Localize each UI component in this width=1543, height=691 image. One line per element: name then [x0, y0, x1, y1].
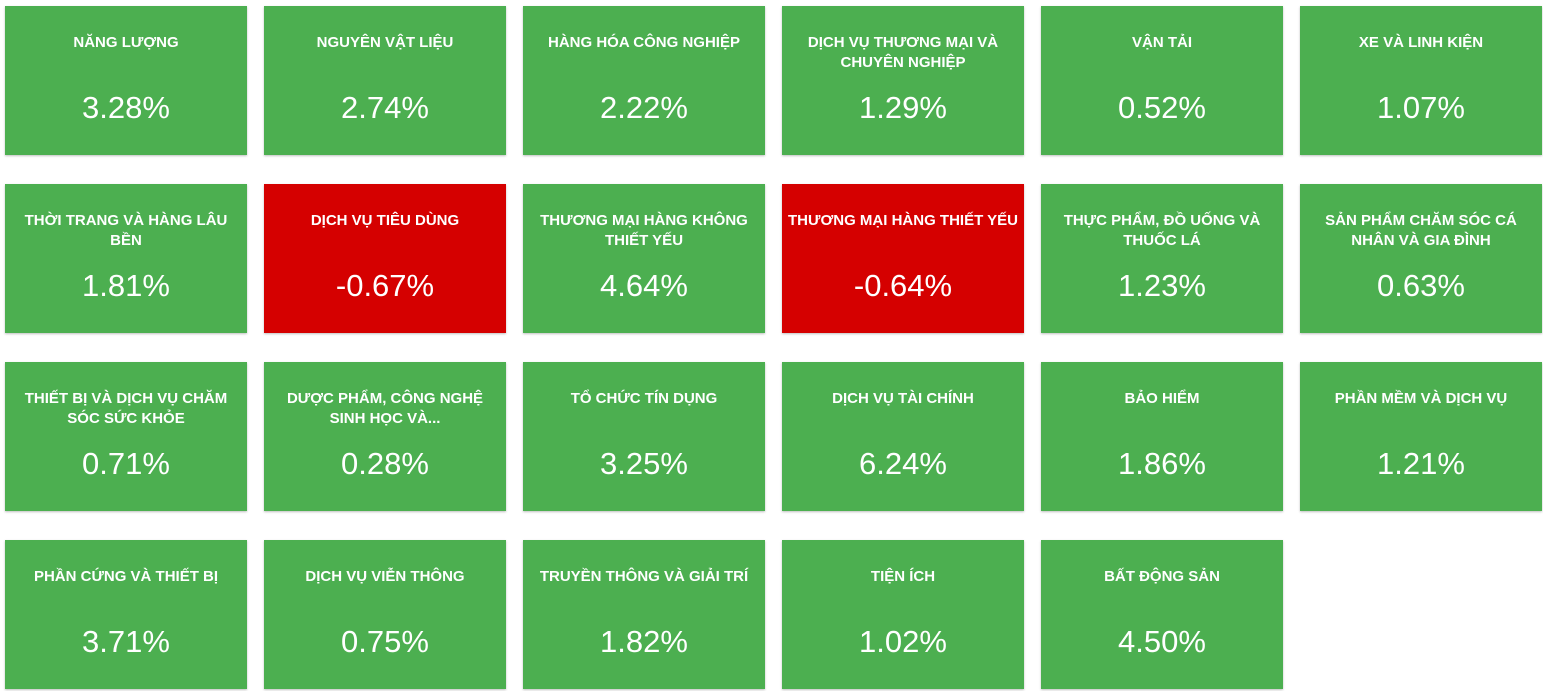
sector-label: NGUYÊN VẬT LIỆU	[316, 34, 454, 51]
sector-change: 0.75%	[341, 624, 429, 659]
sector-label: SẢN PHẨM CHĂM SÓC CÁ NHÂN VÀ GIA ĐÌNH	[1325, 212, 1517, 249]
sector-change: 1.81%	[82, 268, 170, 303]
sector-change: 3.25%	[600, 446, 688, 481]
sector-label: THƯƠNG MẠI HÀNG THIẾT YẾU	[788, 212, 1018, 229]
sector-change: 6.24%	[859, 446, 947, 481]
sector-tile[interactable]: DƯỢC PHẨM, CÔNG NGHỆ SINH HỌC VÀ... 0.28%	[264, 362, 506, 511]
sector-tile[interactable]: PHẦN CỨNG VÀ THIẾT BỊ 3.71%	[5, 540, 247, 689]
sector-label: THIẾT BỊ VÀ DỊCH VỤ CHĂM SÓC SỨC KHỎE	[24, 390, 228, 427]
sector-change: 3.71%	[82, 624, 170, 659]
sector-tile[interactable]: NĂNG LƯỢNG 3.28%	[5, 6, 247, 155]
sector-label: BẤT ĐỘNG SẢN	[1104, 568, 1220, 585]
sector-tile[interactable]: VẬN TẢI 0.52%	[1041, 6, 1283, 155]
sector-tile[interactable]: DỊCH VỤ VIỄN THÔNG 0.75%	[264, 540, 506, 689]
sector-label: VẬN TẢI	[1132, 34, 1192, 51]
sector-label: DỊCH VỤ TIÊU DÙNG	[310, 212, 460, 229]
sector-label: TIỆN ÍCH	[870, 568, 936, 585]
sector-change: 4.50%	[1118, 624, 1206, 659]
sector-change: 2.22%	[600, 90, 688, 125]
sector-tile[interactable]: THIẾT BỊ VÀ DỊCH VỤ CHĂM SÓC SỨC KHỎE 0.7…	[5, 362, 247, 511]
sector-tile[interactable]: THƯƠNG MẠI HÀNG KHÔNG THIẾT YẾU 4.64%	[523, 184, 765, 333]
sector-label: BẢO HIỂM	[1124, 390, 1200, 407]
sector-change: 1.02%	[859, 624, 947, 659]
sector-change: 1.07%	[1377, 90, 1465, 125]
sector-change: -0.64%	[853, 268, 953, 303]
sector-label: THỜI TRANG VÀ HÀNG LÂU BỀN	[24, 212, 228, 249]
sector-label: TRUYỀN THÔNG VÀ GIẢI TRÍ	[539, 568, 749, 585]
sector-label: HÀNG HÓA CÔNG NGHIỆP	[548, 34, 740, 51]
sector-tile[interactable]: THỜI TRANG VÀ HÀNG LÂU BỀN 1.81%	[5, 184, 247, 333]
sector-change: 1.21%	[1377, 446, 1465, 481]
sector-change: 2.74%	[341, 90, 429, 125]
sector-tile[interactable]: PHẦN MỀM VÀ DỊCH VỤ 1.21%	[1300, 362, 1542, 511]
sector-tile[interactable]: DỊCH VỤ THƯƠNG MẠI VÀ CHUYÊN NGHIỆP 1.29%	[782, 6, 1024, 155]
sector-label: TỔ CHỨC TÍN DỤNG	[570, 390, 718, 407]
sector-change: -0.67%	[335, 268, 435, 303]
sector-tile[interactable]: SẢN PHẨM CHĂM SÓC CÁ NHÂN VÀ GIA ĐÌNH 0.6…	[1300, 184, 1542, 333]
sector-tile[interactable]: DỊCH VỤ TIÊU DÙNG -0.67%	[264, 184, 506, 333]
sector-tile[interactable]: XE VÀ LINH KIỆN 1.07%	[1300, 6, 1542, 155]
sector-label: DỊCH VỤ TÀI CHÍNH	[832, 390, 974, 407]
sector-label: DỊCH VỤ VIỄN THÔNG	[305, 568, 465, 585]
sector-label: XE VÀ LINH KIỆN	[1358, 34, 1484, 51]
sector-change: 0.63%	[1377, 268, 1465, 303]
sector-tile[interactable]: TIỆN ÍCH 1.02%	[782, 540, 1024, 689]
sector-label: PHẦN CỨNG VÀ THIẾT BỊ	[33, 568, 219, 585]
sector-change: 0.71%	[82, 446, 170, 481]
sector-label: THƯƠNG MẠI HÀNG KHÔNG THIẾT YẾU	[540, 212, 748, 249]
sector-change: 3.28%	[82, 90, 170, 125]
sector-tile[interactable]: TỔ CHỨC TÍN DỤNG 3.25%	[523, 362, 765, 511]
sector-label: DỊCH VỤ THƯƠNG MẠI VÀ CHUYÊN NGHIỆP	[807, 34, 999, 71]
sector-tile[interactable]: THỰC PHẨM, ĐỒ UỐNG VÀ THUỐC LÁ 1.23%	[1041, 184, 1283, 333]
sector-change: 1.86%	[1118, 446, 1206, 481]
sector-change: 4.64%	[600, 268, 688, 303]
sector-tile[interactable]: TRUYỀN THÔNG VÀ GIẢI TRÍ 1.82%	[523, 540, 765, 689]
sector-change: 0.28%	[341, 446, 429, 481]
sector-label: NĂNG LƯỢNG	[73, 34, 179, 51]
sector-label: PHẦN MỀM VÀ DỊCH VỤ	[1334, 390, 1508, 407]
sector-tile[interactable]: DỊCH VỤ TÀI CHÍNH 6.24%	[782, 362, 1024, 511]
sector-label: DƯỢC PHẨM, CÔNG NGHỆ SINH HỌC VÀ...	[286, 390, 484, 427]
sector-change: 0.52%	[1118, 90, 1206, 125]
sector-change: 1.29%	[859, 90, 947, 125]
sector-tile[interactable]: HÀNG HÓA CÔNG NGHIỆP 2.22%	[523, 6, 765, 155]
sector-tile[interactable]: BẢO HIỂM 1.86%	[1041, 362, 1283, 511]
sector-label: THỰC PHẨM, ĐỒ UỐNG VÀ THUỐC LÁ	[1063, 212, 1261, 249]
sector-change: 1.82%	[600, 624, 688, 659]
sector-tile[interactable]: NGUYÊN VẬT LIỆU 2.74%	[264, 6, 506, 155]
sector-tile[interactable]: THƯƠNG MẠI HÀNG THIẾT YẾU -0.64%	[782, 184, 1024, 333]
sector-change: 1.23%	[1118, 268, 1206, 303]
sector-tile[interactable]: BẤT ĐỘNG SẢN 4.50%	[1041, 540, 1283, 689]
